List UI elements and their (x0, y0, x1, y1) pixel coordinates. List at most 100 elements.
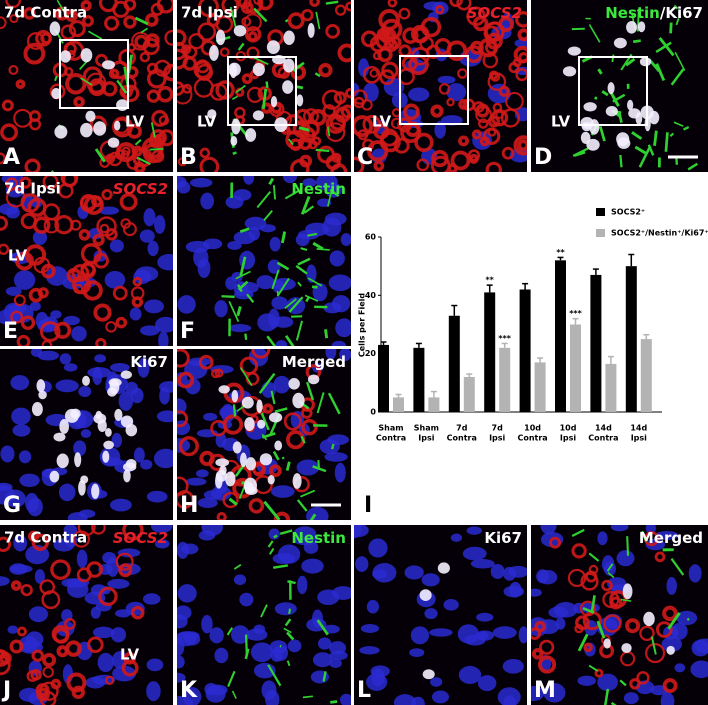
x-tick-label: Contra (588, 434, 618, 443)
socs2-cell (93, 303, 112, 322)
socs2-cell (531, 648, 544, 660)
significance: ** (556, 248, 565, 257)
nestin-fiber (634, 145, 648, 155)
socs2-cell (115, 316, 128, 329)
nestin-fiber (246, 293, 255, 303)
stain-part: Merged (639, 529, 703, 547)
nucleus (275, 340, 288, 346)
nucleus (319, 438, 340, 455)
ki67-cell (104, 427, 112, 437)
socs2-cell (515, 11, 527, 28)
nestin-fiber (279, 529, 293, 535)
panel-letter: H (180, 493, 198, 518)
ki67-cell (59, 418, 70, 434)
socs2-cell (86, 561, 103, 578)
socs2-cell (337, 43, 351, 63)
nestin-fiber (149, 148, 164, 151)
nestin-fiber (573, 151, 586, 157)
socs2-cell (105, 675, 115, 685)
inset-box (227, 56, 297, 126)
nucleus (63, 363, 78, 372)
nucleus (272, 277, 296, 291)
socs2-cell (23, 7, 36, 20)
nucleus (404, 565, 424, 580)
socs2-cell (42, 653, 57, 667)
socs2-cell (361, 30, 378, 48)
nestin-fiber (235, 270, 251, 280)
socs2-cell (487, 115, 500, 128)
lv-label: LV (197, 113, 216, 131)
nestin-fiber (312, 465, 327, 473)
panel-title: 7d Contra (4, 4, 87, 22)
nucleus (458, 665, 482, 684)
ki67-cell (274, 440, 283, 451)
nucleus (329, 250, 345, 267)
socs2-cell (537, 655, 557, 674)
nucleus (139, 229, 155, 243)
nestin-fiber (284, 19, 289, 23)
socs2-cell (188, 33, 205, 50)
socs2-cell (31, 533, 49, 552)
lv-label: LV (120, 646, 139, 664)
nestin-fiber (669, 132, 675, 137)
socs2-cell (199, 156, 220, 172)
socs2-cell (123, 15, 137, 29)
ki67-cell (53, 432, 66, 442)
nestin-fiber (229, 6, 237, 28)
inset-box (578, 56, 648, 126)
nestin-fiber (54, 75, 58, 82)
socs2-cell (101, 189, 113, 201)
bar (378, 344, 389, 412)
nestin-fiber (324, 329, 329, 339)
stain-part: SOCS2 (113, 180, 168, 198)
x-tick-label: Contra (517, 434, 547, 443)
nucleus (109, 239, 124, 253)
nucleus (437, 75, 456, 84)
socs2-cell (301, 8, 314, 22)
nucleus (177, 695, 194, 705)
socs2-cell (580, 572, 599, 591)
nucleus (372, 569, 387, 579)
socs2-cell (42, 176, 59, 190)
nucleus (18, 687, 40, 702)
nestin-fiber (664, 132, 669, 152)
x-tick-label: Ipsi (418, 434, 434, 443)
nucleus (28, 606, 49, 623)
nucleus (324, 452, 348, 462)
socs2-cell (9, 639, 24, 654)
socs2-cell (26, 32, 45, 50)
socs2-cell (114, 149, 126, 160)
nestin-fiber (276, 277, 290, 297)
ki67-cell (64, 408, 79, 423)
socs2-cell (119, 192, 138, 211)
nestin-fiber (228, 300, 240, 322)
socs2-cell (198, 354, 214, 370)
socs2-cell (603, 614, 622, 633)
socs2-cell (5, 187, 26, 208)
nestin-fiber (315, 11, 321, 30)
socs2-cell (403, 103, 420, 121)
ki67-cell (80, 122, 93, 138)
socs2-cell (488, 70, 499, 81)
ki67-cell (282, 80, 294, 94)
socs2-cell (446, 98, 455, 107)
socs2-cell (402, 27, 419, 44)
nestin-fiber (260, 604, 268, 618)
nestin-fiber (626, 536, 630, 556)
nucleus (301, 558, 324, 574)
nestin-fiber (136, 156, 151, 166)
socs2-cell (625, 618, 641, 634)
nucleus (55, 379, 79, 393)
nestin-fiber (80, 77, 93, 86)
nucleus (159, 387, 170, 405)
socs2-cell (465, 45, 483, 63)
nucleus (90, 584, 107, 596)
micrograph (0, 0, 173, 172)
nucleus (154, 215, 166, 234)
nucleus (146, 490, 168, 503)
ki67-cell (240, 452, 247, 468)
nucleus (92, 626, 115, 639)
ki67-cell (256, 399, 263, 414)
nestin-fiber (287, 580, 296, 585)
nestin-fiber (244, 333, 248, 340)
